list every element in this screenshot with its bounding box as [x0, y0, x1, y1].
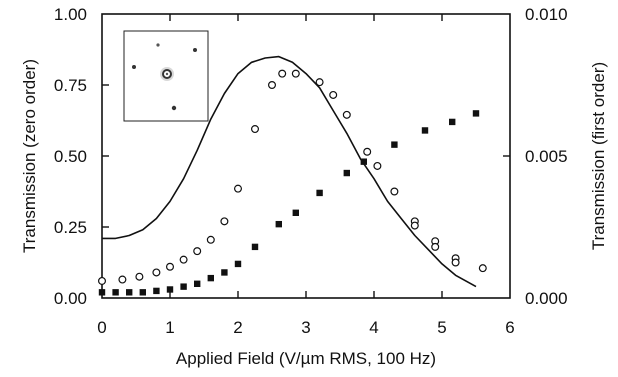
- open-circle-point: [410, 221, 419, 230]
- open-circle-point: [315, 78, 324, 87]
- x-tick-label: 5: [437, 318, 446, 337]
- open-circle-point: [268, 80, 277, 89]
- open-circle-point: [329, 90, 338, 99]
- open-circle-point: [152, 268, 161, 277]
- filled-square-point: [275, 220, 282, 228]
- y-right-tick-label: 0.005: [525, 147, 568, 166]
- y-left-tick-label: 0.50: [54, 147, 87, 166]
- y-right-axis-ticks: 0.000 0.005 0.010: [503, 5, 568, 308]
- open-circle-point: [179, 255, 188, 264]
- filled-square-point: [139, 289, 146, 296]
- x-tick-label: 0: [97, 318, 106, 337]
- open-circle-point: [135, 272, 144, 281]
- open-circle-point: [373, 161, 382, 170]
- open-circle-point: [390, 187, 399, 196]
- open-circle-point: [291, 69, 300, 78]
- filled-square-point: [343, 169, 350, 177]
- inset-spot-bottom: [171, 105, 177, 111]
- x-tick-label: 3: [301, 318, 310, 337]
- filled-square-point: [449, 118, 456, 126]
- inset-spot-top: [156, 43, 160, 47]
- open-circle-point: [342, 110, 351, 119]
- inset-center-dot: [165, 72, 169, 76]
- y-right-tick-label: 0.010: [525, 5, 568, 24]
- filled-square-point: [391, 141, 398, 148]
- filled-square-point: [316, 189, 323, 197]
- open-circle-point: [278, 69, 287, 78]
- inset-frame: [123, 30, 209, 122]
- filled-square-point: [98, 289, 106, 296]
- y-left-axis-ticks: 0.00 0.25 0.50 0.75 1.00: [54, 5, 109, 308]
- filled-square-point: [472, 110, 480, 117]
- open-circle-point: [220, 217, 229, 226]
- x-tick-label: 1: [165, 318, 174, 337]
- x-axis-title: Applied Field (V/µm RMS, 100 Hz): [176, 349, 436, 368]
- open-circle-point: [431, 242, 440, 251]
- filled-square-point: [194, 280, 201, 287]
- filled-square-point: [153, 287, 160, 295]
- open-circle-point: [193, 247, 202, 256]
- filled-square-point: [251, 243, 259, 251]
- y-left-tick-label: 0.25: [54, 218, 87, 237]
- filled-square-point: [166, 286, 174, 293]
- y-left-tick-label: 0.00: [54, 289, 87, 308]
- filled-square-point: [234, 260, 242, 268]
- x-tick-label: 6: [505, 318, 514, 337]
- open-circle-point: [363, 147, 372, 156]
- open-circle-point: [97, 276, 106, 285]
- open-circle-point: [234, 184, 243, 193]
- filled-square-point: [207, 274, 214, 282]
- open-circle-point: [166, 262, 175, 271]
- open-circle-point: [251, 125, 260, 134]
- y-right-tick-label: 0.000: [525, 289, 568, 308]
- inset-spot-left: [132, 65, 136, 69]
- filled-square-point: [221, 269, 228, 276]
- filled-square-point: [180, 283, 187, 290]
- x-axis-ticks: 0 1 2 3 4 5 6: [97, 14, 515, 337]
- filled-square-point: [112, 289, 119, 296]
- inset-diffraction-image: [123, 30, 209, 122]
- y-left-tick-label: 1.00: [54, 5, 87, 24]
- open-circle-point: [478, 264, 487, 273]
- series-layer: [97, 55, 487, 296]
- filled-square-point: [421, 127, 429, 134]
- y-left-tick-label: 0.75: [54, 76, 87, 95]
- y-right-axis-title: Transmission (first order): [589, 62, 608, 250]
- open-circle-point: [451, 258, 460, 267]
- x-tick-label: 2: [233, 318, 242, 337]
- x-tick-label: 4: [369, 318, 378, 337]
- y-left-axis-title: Transmission (zero order): [20, 59, 39, 253]
- filled-square-point: [360, 158, 367, 165]
- series-line: [102, 55, 477, 288]
- inset-spot-right: [193, 48, 197, 52]
- open-circle-point: [206, 235, 215, 244]
- filled-square-point: [292, 209, 299, 216]
- open-circle-point: [118, 275, 127, 284]
- filled-square-point: [126, 289, 133, 296]
